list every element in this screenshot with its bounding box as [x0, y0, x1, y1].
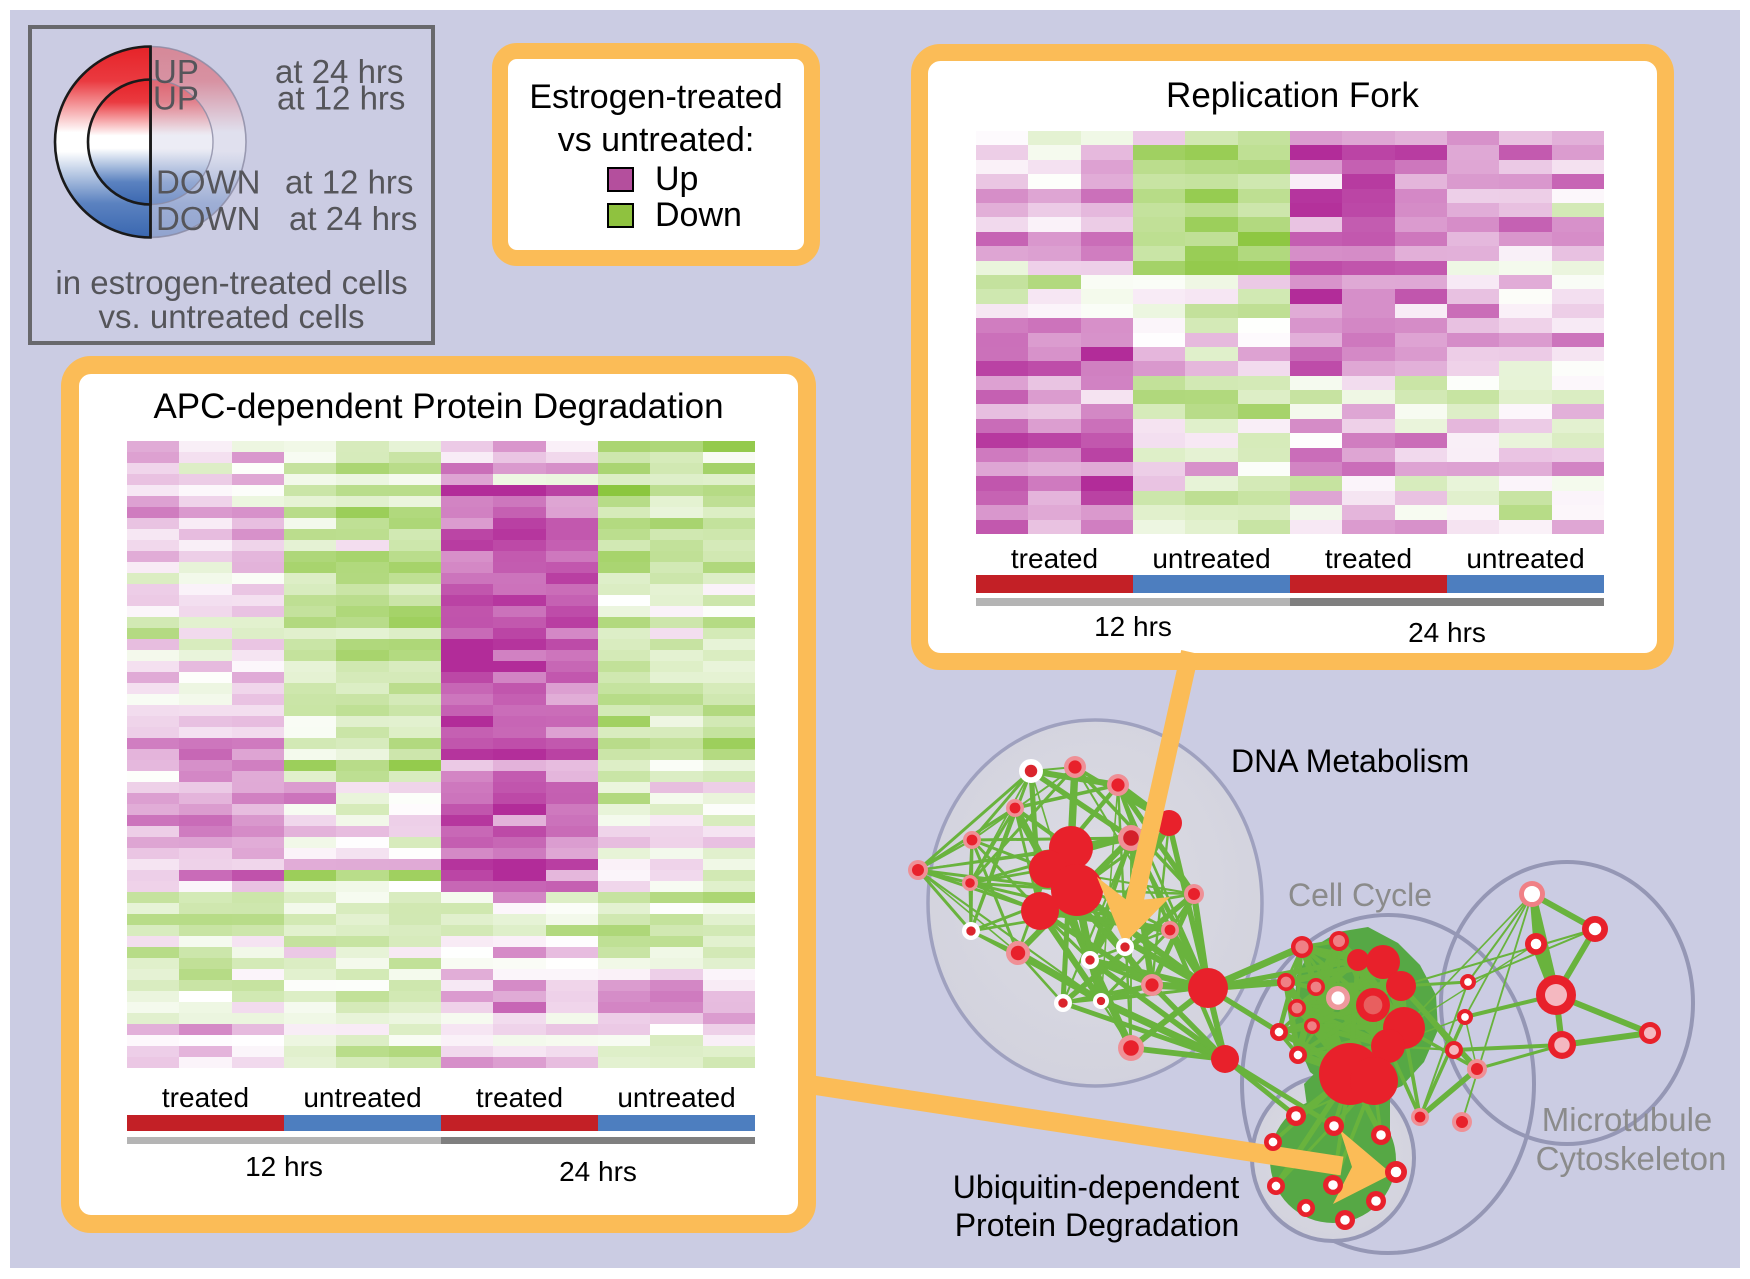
svg-text:12 hrs: 12 hrs	[245, 1151, 323, 1182]
svg-text:Up: Up	[655, 160, 698, 198]
svg-text:APC-dependent Protein Degradat: APC-dependent Protein Degradation	[153, 387, 723, 426]
svg-text:untreated: untreated	[303, 1082, 421, 1113]
svg-text:Cytoskeleton: Cytoskeleton	[1536, 1140, 1727, 1177]
svg-text:24 hrs: 24 hrs	[559, 1156, 637, 1187]
svg-text:24 hrs: 24 hrs	[1408, 617, 1486, 648]
svg-text:Down: Down	[655, 196, 742, 234]
svg-text:Microtubule: Microtubule	[1542, 1101, 1713, 1138]
svg-text:untreated: untreated	[1466, 543, 1584, 574]
svg-text:at 12 hrs: at 12 hrs	[277, 80, 405, 117]
svg-text:Replication Fork: Replication Fork	[1166, 76, 1419, 115]
svg-text:untreated: untreated	[1152, 543, 1270, 574]
svg-text:UP: UP	[153, 80, 199, 117]
svg-text:untreated: untreated	[617, 1082, 735, 1113]
svg-text:Cell Cycle: Cell Cycle	[1288, 877, 1432, 913]
svg-text:vs untreated:: vs untreated:	[558, 121, 755, 159]
svg-text:vs. untreated cells: vs. untreated cells	[99, 298, 365, 335]
svg-text:treated: treated	[1325, 543, 1412, 574]
svg-text:at 24 hrs: at 24 hrs	[275, 53, 403, 90]
svg-text:UP: UP	[153, 53, 199, 90]
svg-text:treated: treated	[476, 1082, 563, 1113]
svg-text:in estrogen-treated cells: in estrogen-treated cells	[55, 264, 407, 301]
svg-text:12 hrs: 12 hrs	[1094, 611, 1172, 642]
svg-text:at 12 hrs: at 12 hrs	[285, 164, 413, 201]
svg-text:Protein Degradation: Protein Degradation	[955, 1207, 1240, 1243]
svg-text:treated: treated	[162, 1082, 249, 1113]
svg-text:DNA Metabolism: DNA Metabolism	[1231, 743, 1469, 779]
svg-text:DOWN: DOWN	[156, 200, 260, 237]
svg-text:Ubiquitin-dependent: Ubiquitin-dependent	[953, 1169, 1240, 1205]
svg-text:DOWN: DOWN	[156, 164, 260, 201]
svg-text:treated: treated	[1011, 543, 1098, 574]
svg-text:at 24 hrs: at 24 hrs	[289, 200, 417, 237]
svg-text:Estrogen-treated: Estrogen-treated	[529, 78, 782, 116]
